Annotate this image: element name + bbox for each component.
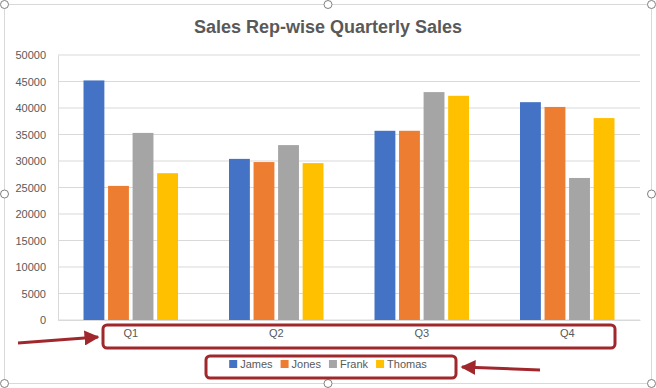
y-tick-label: 20000 [15,208,46,220]
frame-handle [1,1,9,9]
y-tick-label: 15000 [15,235,46,247]
annotation-arrow [462,367,540,370]
bar [278,145,299,320]
legend-swatch [329,360,337,368]
y-tick-label: 35000 [15,129,46,141]
frame-handle [648,1,656,9]
bar [108,186,129,320]
x-tick: Q1 [123,327,138,339]
series [84,80,541,320]
y-tick-label: 0 [40,314,46,326]
y-tick: 45000 [15,76,58,88]
frame-handle [324,380,332,388]
y-tick: 25000 [15,182,58,194]
legend-swatch [229,360,237,368]
y-tick: 20000 [15,208,58,220]
legend-label: Thomas [387,358,427,370]
legend-label: James [240,358,273,370]
legend-item: Thomas [376,358,427,370]
frame-handle [324,1,332,9]
y-tick: 0 [40,314,58,326]
y-tick-label: 40000 [15,102,46,114]
legend-swatch [376,360,384,368]
series [108,107,565,320]
legend-item: Jones [281,358,322,370]
bar [375,131,396,320]
y-tick: 10000 [15,261,58,273]
legend-swatch [281,360,289,368]
bar [229,159,250,320]
x-tick-label: Q1 [123,327,138,339]
y-tick: 35000 [15,129,58,141]
x-axis: Q1 Q2 Q3 Q4 [59,321,641,339]
series [133,92,590,320]
bar [254,162,275,320]
x-tick-label: Q2 [269,327,284,339]
y-tick: 30000 [15,155,58,167]
grid [58,55,640,320]
bar [594,118,615,320]
legend-item: James [229,358,273,370]
annotation-arrow [18,337,98,343]
x-tick: Q3 [414,327,429,339]
y-tick: 40000 [15,102,58,114]
y-axis-line [58,56,59,321]
annotation-box [103,325,615,348]
frame-handle [648,380,656,388]
legend-item: Frank [329,358,369,370]
y-tick: 50000 [15,49,58,61]
bar [520,102,541,320]
frame-handle [1,380,9,388]
chart: Sales Rep-wise Quarterly Sales 0 5000 10000… [0,0,656,388]
bar [303,163,324,320]
y-tick-label: 5000 [22,288,46,300]
bars [84,80,615,320]
x-tick: Q4 [560,327,575,339]
y-tick-label: 10000 [15,261,46,273]
grid-line [58,81,640,82]
y-tick: 5000 [22,288,58,300]
frame-handle [1,190,9,198]
series [157,96,614,320]
annotation-box [206,356,456,378]
y-tick: 15000 [15,235,58,247]
legend-label: Frank [340,358,369,370]
y-tick-label: 30000 [15,155,46,167]
x-tick-label: Q3 [414,327,429,339]
bar [133,133,154,320]
bar [448,96,469,320]
grid-line [58,55,640,56]
frame-handle [648,190,656,198]
x-tick: Q2 [269,327,284,339]
y-axis: 0 5000 10000 15000 20000 25000 30000 35000 40000… [15,49,58,326]
legend-label: Jones [292,358,322,370]
chart-frame [5,5,652,384]
x-axis-line [59,320,641,321]
bar [424,92,445,320]
plot: 0 5000 10000 15000 20000 25000 30000 35000 40000… [15,49,640,339]
bar [84,80,105,320]
y-tick-label: 50000 [15,49,46,61]
bar [545,107,566,320]
bar [157,173,178,320]
legend: James Jones Frank Thomas [229,358,427,370]
x-tick-label: Q4 [560,327,575,339]
y-tick-label: 25000 [15,182,46,194]
y-tick-label: 45000 [15,76,46,88]
bar [569,178,590,320]
bar [399,131,420,320]
chart-title: Sales Rep-wise Quarterly Sales [194,17,462,37]
